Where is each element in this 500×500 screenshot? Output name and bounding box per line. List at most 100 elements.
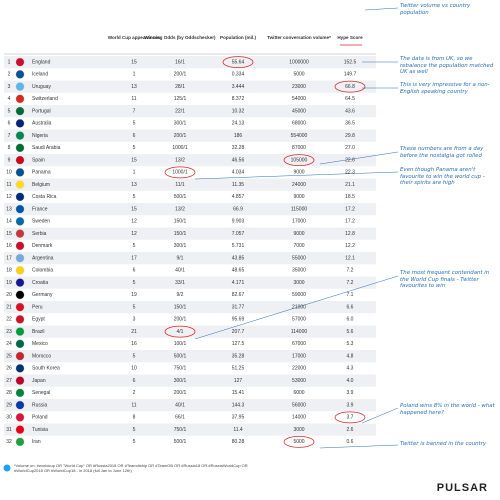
cell: Belgium [32, 182, 50, 188]
cell: 82.67 [232, 292, 245, 298]
flag [15, 363, 25, 373]
annotation: Poland wins 8% in the world - what happe… [400, 403, 495, 416]
cell: 7 [133, 108, 136, 114]
cell: 12 [131, 219, 137, 225]
cell: 59000 [292, 292, 306, 298]
cell: 4.0 [347, 378, 354, 384]
cell: Panama [32, 170, 51, 176]
flag [15, 302, 25, 312]
cell: 14000 [292, 415, 306, 421]
cell: 43.6 [345, 108, 355, 114]
row-bg [4, 423, 376, 436]
row-bg [4, 154, 376, 167]
row-bg [4, 252, 376, 265]
cell: 13 [131, 84, 137, 90]
cell: 150/1 [174, 304, 187, 310]
cell: 4.171 [232, 280, 245, 286]
cell: 51.25 [232, 366, 245, 372]
flag [15, 106, 25, 116]
cell: Spain [32, 157, 45, 163]
cell: 8 [133, 415, 136, 421]
cell: 127 [234, 378, 243, 384]
highlight [334, 80, 366, 93]
cell: 3 [133, 317, 136, 323]
cell: 5 [133, 243, 136, 249]
cell: 2 [133, 390, 136, 396]
annotation: The data is from UK, so we rebalance the… [400, 56, 494, 75]
row-bg [4, 325, 376, 338]
cell: 6000 [293, 390, 304, 396]
cell: 554000 [291, 133, 308, 139]
cell: 9.903 [232, 219, 245, 225]
cell: 12 [131, 231, 137, 237]
cell: 11 [6, 182, 11, 188]
cell: 17 [6, 255, 12, 261]
cell: 28/1 [175, 84, 185, 90]
connector [194, 171, 399, 180]
cell: 6.6 [347, 304, 354, 310]
cell: 67000 [292, 341, 306, 347]
cell: 300/1 [174, 121, 187, 127]
cell: Iran [32, 439, 41, 445]
cell: Tunisia [32, 427, 48, 433]
cell: 21 [131, 329, 137, 335]
cell: 13/2 [175, 206, 185, 212]
cell: 5 [133, 304, 136, 310]
cell: 1000/1 [172, 145, 188, 151]
cell: 12 [6, 194, 12, 200]
row-bg [4, 350, 376, 363]
row-bg [4, 129, 376, 142]
column-header: Population (mil.) [220, 35, 256, 40]
cell: Senegal [32, 390, 50, 396]
cell: 64.5 [345, 96, 355, 102]
row-bg [4, 56, 376, 69]
cell: 16/1 [175, 59, 185, 65]
cell: 5 [133, 439, 136, 445]
row-bg [4, 301, 376, 314]
cell: 40/1 [175, 402, 185, 408]
cell: 750/1 [174, 427, 187, 433]
cell: 144.3 [232, 402, 245, 408]
cell: 24000 [292, 182, 306, 188]
cell: 13/2 [175, 157, 185, 163]
cell: 66.8 [345, 84, 355, 90]
cell: 17000 [292, 219, 306, 225]
cell: 3000 [293, 427, 304, 433]
cell: 4.8 [347, 353, 354, 359]
cell: 43.85 [232, 255, 245, 261]
cell: 7.1 [347, 292, 354, 298]
cell: 12.8 [345, 231, 355, 237]
cell: 7.057 [232, 231, 245, 237]
cell: 17.2 [345, 219, 355, 225]
cell: 54000 [292, 96, 306, 102]
cell: Nigeria [32, 133, 48, 139]
cell: Switzerland [32, 96, 58, 102]
cell: Uruguay [32, 84, 51, 90]
cell: Peru [32, 304, 43, 310]
cell: 13 [6, 206, 12, 212]
cell: 17 [131, 255, 137, 261]
cell: 114000 [291, 329, 308, 335]
cell: 32.28 [232, 145, 245, 151]
cell: 21.1 [345, 182, 355, 188]
cell: 18.5 [345, 194, 355, 200]
cell: 53000 [292, 378, 306, 384]
cell: 10 [6, 170, 12, 176]
cell: 37.95 [232, 415, 245, 421]
cell: 9 [8, 157, 11, 163]
cell: 150/1 [174, 219, 187, 225]
flag [15, 118, 25, 128]
cell: 22.3 [345, 170, 355, 176]
cell: Japan [32, 378, 46, 384]
cell: 200/1 [174, 72, 187, 78]
cell: France [32, 206, 48, 212]
cell: Croatia [32, 280, 48, 286]
cell: 1 [133, 72, 136, 78]
cell: 22000 [292, 366, 306, 372]
cell: 27 [6, 378, 12, 384]
cell: 6 [133, 268, 136, 274]
cell: 500/1 [174, 439, 187, 445]
cell: 1 [133, 170, 136, 176]
cell: 10.32 [232, 108, 245, 114]
row-bg [4, 105, 376, 118]
